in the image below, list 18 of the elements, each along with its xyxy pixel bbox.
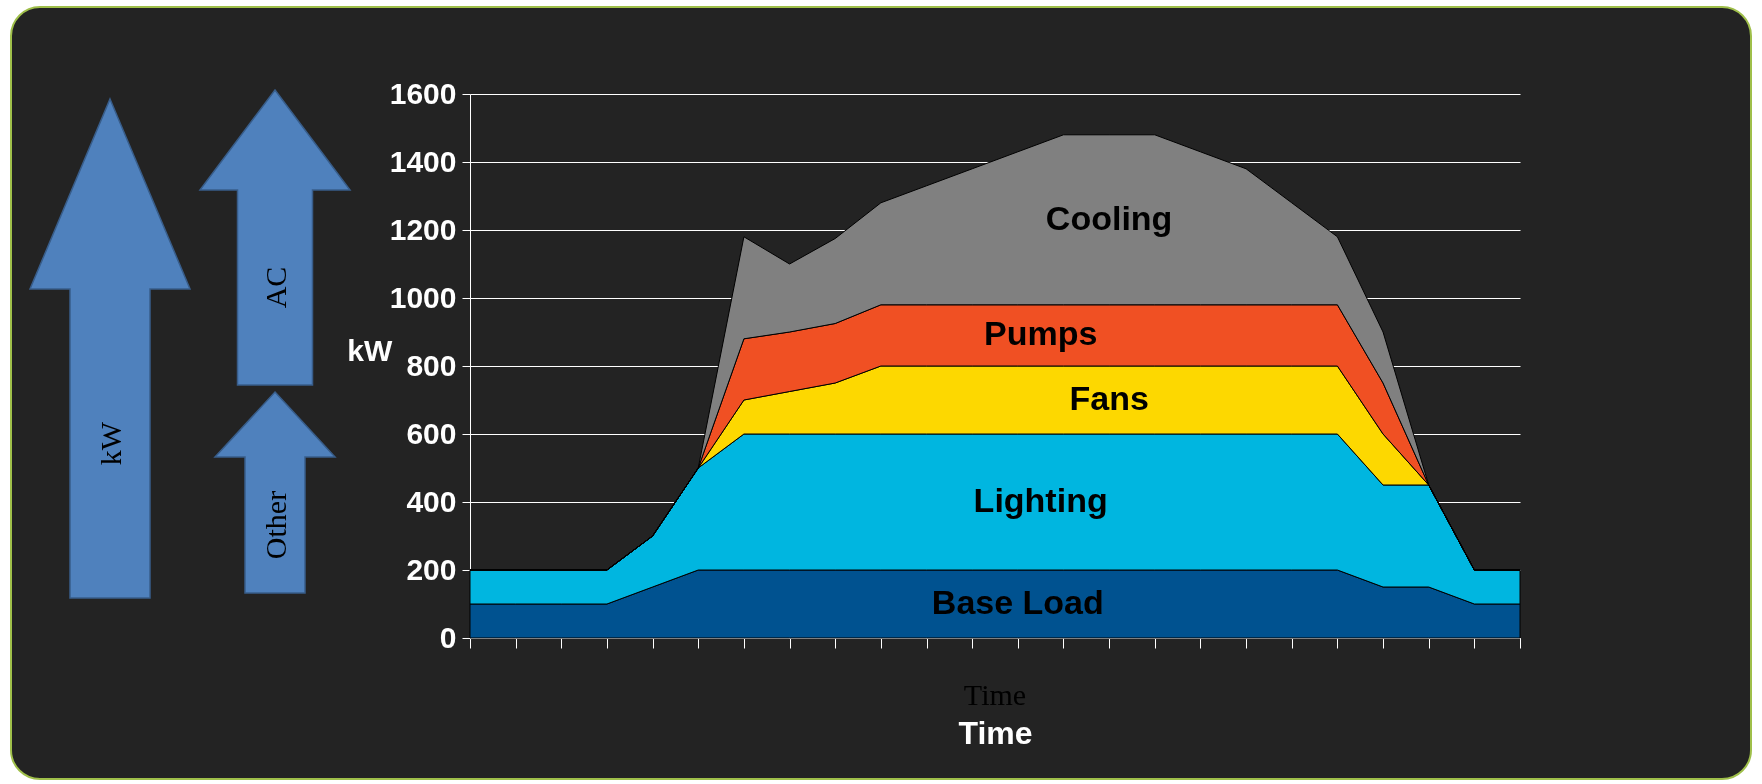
text: AC [258, 266, 292, 309]
y-tick-label: 1600 [389, 76, 457, 110]
y-tick-label: 800 [406, 348, 457, 382]
text: kW [93, 421, 127, 466]
y-tick-label: 400 [406, 484, 457, 518]
y-axis-title: kW [347, 333, 393, 367]
series-label: Lighting [973, 481, 1108, 519]
series-label: Fans [1069, 379, 1149, 417]
x-axis-title: Time [958, 715, 1033, 751]
y-tick-label: 1200 [389, 212, 457, 246]
series-label: Cooling [1045, 198, 1173, 237]
series-label: Pumps [983, 314, 1098, 353]
y-tick-label: 0 [439, 620, 457, 654]
y-tick-label: 600 [406, 416, 457, 450]
y-tick-label: 1400 [389, 144, 457, 178]
text: Other [258, 490, 292, 560]
y-tick-label: 200 [406, 552, 457, 586]
y-tick-label: 1000 [389, 280, 457, 314]
